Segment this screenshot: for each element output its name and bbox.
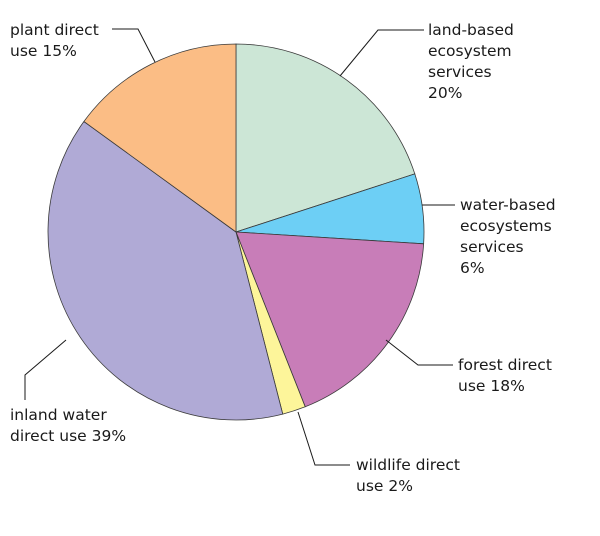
pie-slice-forest — [235, 231, 425, 408]
slice-label-line: inland water — [10, 406, 107, 424]
leader-line-inland-water — [24, 339, 67, 400]
leader-line-wildlife — [297, 411, 350, 466]
slice-label-plant: plant direct use 15% — [10, 21, 99, 60]
slice-label-wildlife: wildlife direct use 2% — [356, 456, 460, 495]
slice-label-line: plant direct — [10, 21, 99, 39]
slice-label-water-based: water-based ecosystems services 6% — [460, 196, 556, 277]
leader-line-land-based — [339, 29, 424, 77]
slice-label-line: land-based — [428, 21, 514, 39]
slice-label-line: use 2% — [356, 477, 413, 495]
slice-label-line: use 15% — [10, 42, 77, 60]
slice-labels: land-based ecosystem services 20% water-base… — [10, 21, 556, 495]
pie-slice-plant — [83, 43, 237, 233]
pie-slices — [47, 43, 425, 421]
slice-label-line: services — [428, 63, 492, 81]
pie-slice-land-based — [235, 43, 416, 233]
slice-label-line: wildlife direct — [356, 456, 460, 474]
slice-label-line: water-based — [460, 196, 556, 214]
slice-label-inland-water: inland water direct use 39% — [10, 406, 126, 445]
leader-line-plant — [112, 28, 156, 63]
slice-label-line: 20% — [428, 84, 462, 102]
slice-label-line: ecosystem — [428, 42, 512, 60]
slice-label-forest: forest direct use 18% — [458, 356, 552, 395]
slice-label-line: forest direct — [458, 356, 552, 374]
slice-label-line: 6% — [460, 259, 485, 277]
slice-label-line: services — [460, 238, 524, 256]
slice-label-line: ecosystems — [460, 217, 552, 235]
slice-label-line: use 18% — [458, 377, 525, 395]
slice-label-line: direct use 39% — [10, 427, 126, 445]
slice-label-land-based: land-based ecosystem services 20% — [428, 21, 514, 102]
pie-slice-inland-water — [47, 120, 284, 421]
leader-lines — [24, 28, 455, 466]
leader-line-forest — [385, 339, 453, 366]
